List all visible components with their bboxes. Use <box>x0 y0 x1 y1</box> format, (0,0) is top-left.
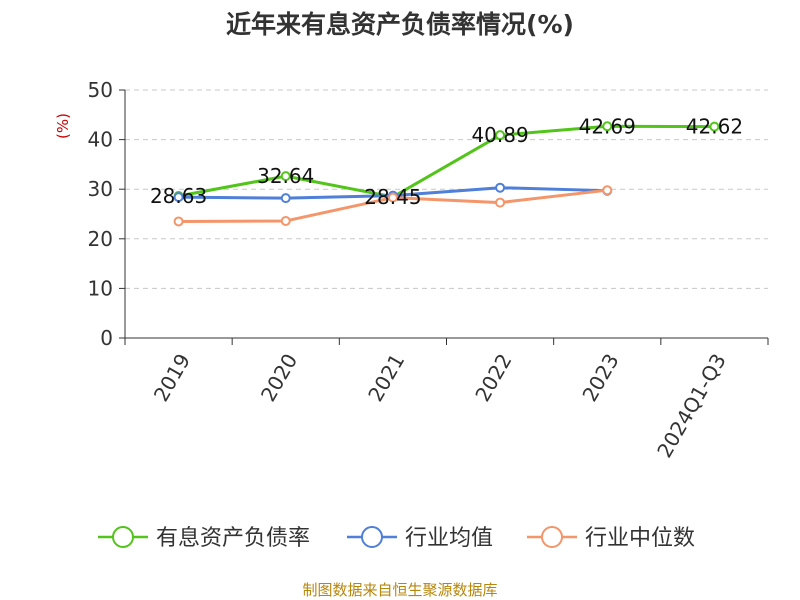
x-tick-label: 2021 <box>363 350 409 406</box>
y-tick-label: 20 <box>88 227 113 251</box>
x-tick-label: 2024Q1-Q3 <box>652 350 731 462</box>
data-label: 28.63 <box>150 184 207 208</box>
y-axis-label: (%) <box>54 113 72 139</box>
data-label: 28.45 <box>364 185 421 209</box>
legend-marker <box>541 526 563 548</box>
legend-label: 行业均值 <box>405 526 493 551</box>
series-point-2 <box>280 215 291 226</box>
series-point-0 <box>602 121 613 132</box>
y-tick-label: 50 <box>88 78 113 102</box>
legend-label: 有息资产负债率 <box>156 526 310 551</box>
y-tick-label: 40 <box>88 128 113 152</box>
legend-marker <box>112 526 134 548</box>
legend-marker <box>361 526 383 548</box>
series-point-2 <box>387 192 398 203</box>
data-label: 32.64 <box>257 164 314 188</box>
data-label: 42.69 <box>579 114 636 138</box>
series-point-2 <box>173 216 184 227</box>
data-labels: 28.63 32.64 28.45 40.89 42.69 42.62 <box>150 114 743 209</box>
data-label: 42.62 <box>686 115 743 139</box>
y-tick-label: 10 <box>88 276 113 300</box>
series-point-2 <box>495 197 506 208</box>
series-point-0 <box>709 121 720 132</box>
series-line-0 <box>178 124 715 199</box>
chart-title: 近年来有息资产负债率情况(%) <box>226 10 574 39</box>
x-tick-label: 2020 <box>256 350 302 406</box>
series-point-2 <box>602 185 613 196</box>
series-layer <box>173 121 720 227</box>
series-point-0 <box>495 130 506 141</box>
source-note: 制图数据来自恒生聚源数据库 <box>302 581 497 599</box>
data-label: 40.89 <box>471 123 528 147</box>
series-point-0 <box>280 171 291 182</box>
x-tick-label: 2023 <box>577 350 623 406</box>
x-tick-label: 2022 <box>470 350 516 406</box>
series-point-1 <box>280 193 291 204</box>
y-tick-label: 0 <box>100 326 113 350</box>
axes: 0 10 20 30 40 50 2019 2020 2021 2022 2023 2024Q1-Q3 <box>88 78 769 462</box>
grid-lines <box>125 89 768 289</box>
legend: 有息资产负债率 行业均值 行业中位数 <box>98 526 695 551</box>
x-tick-label: 2019 <box>149 350 195 406</box>
y-tick-label: 30 <box>88 177 113 201</box>
series-point-1 <box>495 182 506 193</box>
series-point-1 <box>173 192 184 203</box>
legend-label: 行业中位数 <box>585 526 695 551</box>
